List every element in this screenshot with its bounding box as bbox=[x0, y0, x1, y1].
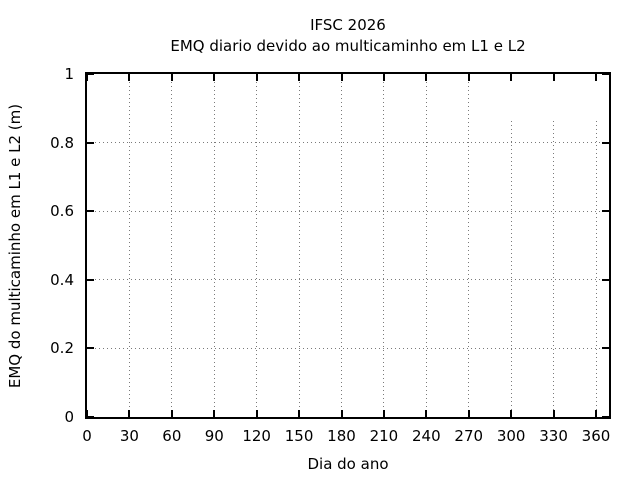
grid-line-vertical bbox=[425, 74, 427, 417]
x-axis-tick-bottom bbox=[382, 410, 385, 417]
y-axis-tick-right bbox=[602, 141, 609, 144]
y-tick-label: 0.2 bbox=[50, 339, 74, 358]
x-axis-tick-bottom bbox=[298, 410, 301, 417]
y-tick-label: 0.8 bbox=[50, 133, 74, 152]
x-axis-tick-bottom bbox=[340, 410, 343, 417]
y-axis-tick-left bbox=[87, 416, 94, 418]
grid-line-vertical bbox=[510, 120, 512, 417]
grid-line-horizontal bbox=[87, 279, 609, 281]
x-axis-tick-bottom bbox=[213, 410, 216, 417]
x-axis-tick-bottom bbox=[552, 410, 555, 417]
x-axis-tick-top bbox=[467, 74, 470, 81]
x-tick-label: 210 bbox=[369, 427, 399, 445]
x-axis-tick-top bbox=[340, 74, 343, 81]
x-tick-label: 30 bbox=[119, 427, 139, 445]
y-axis-tick-left bbox=[87, 347, 94, 350]
grid-line-vertical bbox=[383, 74, 385, 417]
x-axis-tick-top bbox=[213, 74, 216, 81]
grid-line-vertical bbox=[553, 120, 555, 417]
y-tick-label: 1 bbox=[64, 65, 74, 83]
grid-line-vertical bbox=[298, 74, 300, 417]
x-tick-label: 270 bbox=[454, 427, 484, 445]
y-axis-tick-right bbox=[602, 210, 609, 213]
x-tick-label: 240 bbox=[412, 427, 441, 445]
x-axis-tick-top bbox=[510, 74, 513, 81]
y-tick-label: 0 bbox=[64, 408, 74, 426]
x-axis-tick-top bbox=[382, 74, 385, 81]
x-axis-tick-bottom bbox=[86, 410, 88, 417]
y-axis-tick-left bbox=[87, 210, 94, 213]
grid-line-horizontal bbox=[87, 142, 609, 144]
x-axis-tick-bottom bbox=[170, 410, 173, 417]
plot-area bbox=[85, 72, 611, 419]
y-axis-tick-right bbox=[602, 416, 609, 418]
grid-line-vertical bbox=[256, 74, 258, 417]
x-tick-label: 60 bbox=[162, 427, 182, 445]
x-axis-tick-top bbox=[552, 74, 555, 81]
x-tick-label: 120 bbox=[242, 427, 271, 445]
x-axis-tick-top bbox=[595, 74, 597, 81]
y-axis-tick-right bbox=[602, 278, 609, 281]
x-axis-tick-top bbox=[425, 74, 428, 81]
y-tick-label: 0.6 bbox=[50, 202, 74, 221]
y-axis-label: EMQ do multicaminho em L1 e L2 (m) bbox=[6, 103, 24, 389]
y-tick-label: 0.4 bbox=[50, 270, 74, 289]
x-tick-label: 180 bbox=[327, 427, 356, 445]
x-axis-tick-top bbox=[255, 74, 258, 81]
x-tick-label: 360 bbox=[581, 427, 611, 445]
chart-title: IFSC 2026 bbox=[310, 16, 386, 34]
y-axis-tick-right bbox=[602, 73, 609, 75]
x-axis-tick-top bbox=[128, 74, 131, 81]
y-axis-tick-left bbox=[87, 73, 94, 75]
x-axis-tick-top bbox=[170, 74, 173, 81]
grid-line-horizontal bbox=[87, 347, 609, 349]
x-tick-label: 330 bbox=[539, 427, 568, 445]
grid-line-vertical bbox=[171, 74, 173, 417]
x-axis-label: Dia do ano bbox=[307, 455, 389, 473]
x-axis-tick-top bbox=[86, 74, 88, 81]
x-axis-tick-bottom bbox=[255, 410, 258, 417]
chart-subtitle: EMQ diario devido ao multicaminho em L1 … bbox=[170, 37, 526, 55]
grid-line-vertical bbox=[595, 120, 597, 417]
y-axis-tick-left bbox=[87, 141, 94, 144]
x-axis-tick-top bbox=[298, 74, 301, 81]
x-tick-label: 0 bbox=[82, 427, 92, 445]
x-axis-tick-bottom bbox=[510, 410, 513, 417]
x-tick-label: 300 bbox=[496, 427, 526, 445]
grid-line-vertical bbox=[213, 74, 215, 417]
grid-line-vertical bbox=[128, 74, 130, 417]
y-axis-tick-right bbox=[602, 347, 609, 350]
grid-line-vertical bbox=[468, 74, 470, 417]
y-axis-tick-left bbox=[87, 278, 94, 281]
x-tick-label: 150 bbox=[284, 427, 314, 445]
x-axis-tick-bottom bbox=[128, 410, 131, 417]
x-tick-label: 90 bbox=[204, 427, 224, 445]
x-axis-tick-bottom bbox=[467, 410, 470, 417]
grid-line-vertical bbox=[341, 74, 342, 417]
grid-line-horizontal bbox=[87, 210, 609, 212]
x-axis-tick-bottom bbox=[595, 410, 597, 417]
x-axis-tick-bottom bbox=[425, 410, 428, 417]
